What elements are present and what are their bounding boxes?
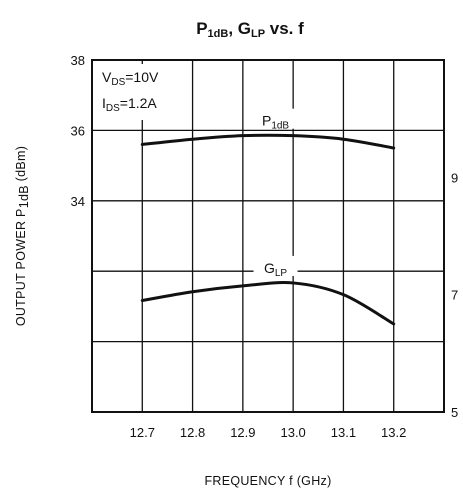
y-left-tick-label: 34 (71, 194, 85, 209)
condition-label: VDS=10V (102, 69, 159, 88)
x-tick-label: 12.9 (230, 425, 255, 440)
condition-label: IDS=1.2A (102, 95, 157, 114)
x-axis-label: FREQUENCY f (GHz) (204, 474, 331, 488)
series-labels: P1dB GLP (253, 108, 298, 279)
series-line-0 (140, 133, 396, 150)
series-label-background (253, 108, 298, 129)
chart-title: P1dB, GLP vs. f (196, 19, 304, 40)
y-left-tick-labels: 38 36 34 (71, 53, 85, 209)
x-tick-label: 12.7 (130, 425, 155, 440)
plot-frame (91, 59, 445, 413)
y-left-tick-label: 38 (71, 53, 85, 68)
y-right-tick-label: 5 (451, 405, 458, 420)
y-left-tick-label: 36 (71, 123, 85, 138)
series-group (140, 133, 396, 326)
x-tick-label: 13.1 (331, 425, 356, 440)
series-line-1 (140, 281, 396, 326)
y-right-tick-label: 9 (451, 170, 458, 185)
series-label-background (253, 255, 298, 276)
conditions-box: VDS=10V IDS=1.2A (96, 64, 182, 120)
x-tick-label: 13.2 (381, 425, 406, 440)
series-label: P1dB (262, 113, 289, 132)
conditions-background (96, 64, 182, 120)
x-tick-labels: 12.7 12.8 12.9 13.0 13.1 13.2 (130, 425, 407, 440)
y-right-tick-label: 7 (451, 288, 458, 303)
y-right-tick-labels: 9 7 5 (451, 170, 458, 420)
y-axis-label: OUTPUT POWER P1dB (dBm) (14, 146, 31, 326)
series-label: GLP (264, 260, 287, 279)
x-tick-label: 12.8 (180, 425, 205, 440)
x-tick-label: 13.0 (280, 425, 305, 440)
